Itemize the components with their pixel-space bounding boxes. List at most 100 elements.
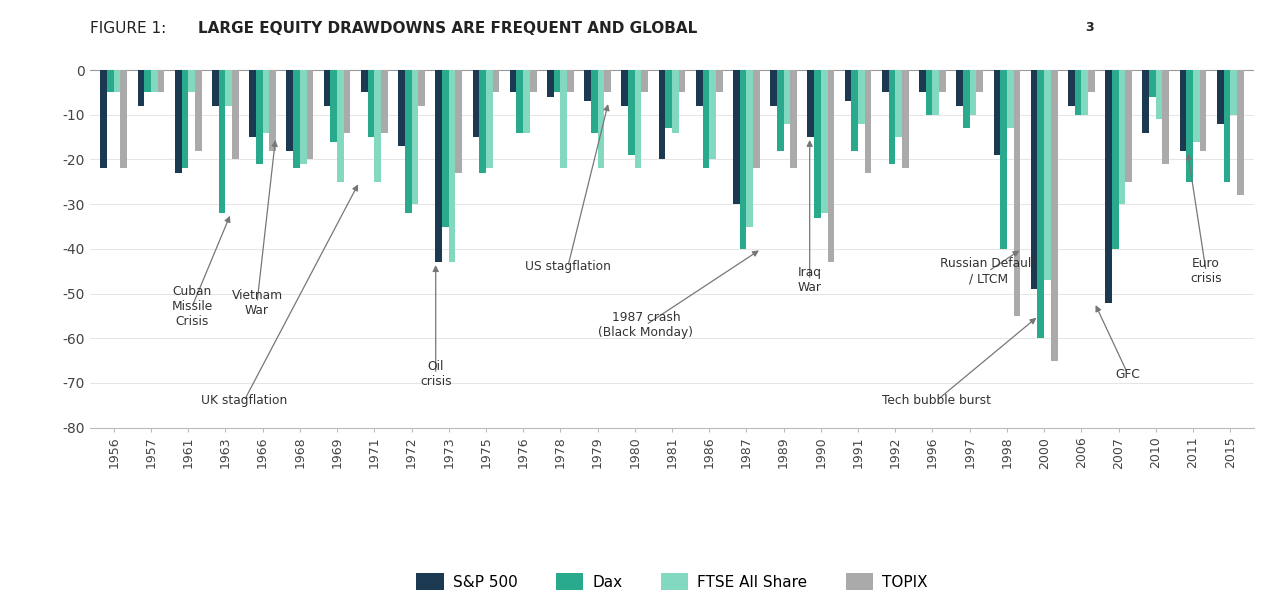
Bar — [1051, 70, 1057, 360]
Bar — [1236, 70, 1244, 196]
Bar — [1105, 70, 1112, 302]
Bar — [435, 70, 442, 262]
Bar — [269, 70, 276, 150]
Bar — [561, 70, 567, 169]
Bar — [919, 70, 925, 92]
Bar — [740, 70, 746, 249]
Bar — [1142, 70, 1149, 133]
Text: UK stagflation: UK stagflation — [201, 394, 287, 408]
Bar — [621, 70, 628, 106]
Bar — [472, 70, 479, 137]
Bar — [1125, 70, 1132, 182]
Bar — [1068, 70, 1075, 106]
Bar — [851, 70, 858, 150]
Bar — [398, 70, 404, 146]
Text: Russian Default
/ LTCM: Russian Default / LTCM — [941, 257, 1037, 285]
Bar — [1038, 70, 1044, 338]
Bar — [1199, 70, 1206, 150]
Bar — [509, 70, 516, 92]
Bar — [182, 70, 188, 169]
Bar — [814, 70, 820, 218]
Text: 1987 crash
(Black Monday): 1987 crash (Black Monday) — [599, 311, 694, 339]
Bar — [865, 70, 872, 173]
Bar — [138, 70, 145, 106]
Bar — [157, 70, 164, 92]
Bar — [1193, 70, 1199, 142]
Bar — [925, 70, 933, 115]
Bar — [232, 70, 239, 159]
Bar — [493, 70, 499, 92]
Bar — [746, 70, 753, 227]
Bar — [324, 70, 330, 106]
Bar — [486, 70, 493, 169]
Bar — [330, 70, 337, 142]
Bar — [783, 70, 790, 123]
Bar — [628, 70, 635, 155]
Bar — [956, 70, 963, 106]
Bar — [381, 70, 388, 133]
Bar — [895, 70, 902, 137]
Bar — [100, 70, 108, 169]
Bar — [367, 70, 374, 137]
Text: Cuban
Missile
Crisis: Cuban Missile Crisis — [172, 285, 212, 329]
Bar — [1007, 70, 1014, 128]
Bar — [1187, 70, 1193, 182]
Bar — [212, 70, 219, 106]
Bar — [306, 70, 314, 159]
Bar — [442, 70, 449, 227]
Bar — [1044, 70, 1051, 280]
Bar — [114, 70, 120, 92]
Bar — [1180, 70, 1187, 150]
Bar — [790, 70, 797, 169]
Bar — [547, 70, 554, 97]
Bar — [591, 70, 598, 133]
Bar — [293, 70, 300, 169]
Text: Iraq
War: Iraq War — [797, 266, 822, 294]
Bar — [567, 70, 573, 92]
Bar — [1217, 70, 1224, 123]
Bar — [963, 70, 970, 128]
Bar — [145, 70, 151, 92]
Bar — [1149, 70, 1156, 97]
Text: FIGURE 1:: FIGURE 1: — [90, 21, 170, 37]
Bar — [524, 70, 530, 133]
Bar — [419, 70, 425, 106]
Bar — [530, 70, 536, 92]
Text: 3: 3 — [1085, 21, 1094, 34]
Bar — [1230, 70, 1236, 115]
Bar — [151, 70, 157, 92]
Bar — [940, 70, 946, 92]
Bar — [641, 70, 648, 92]
Bar — [584, 70, 591, 101]
Bar — [828, 70, 835, 262]
Bar — [703, 70, 709, 169]
Bar — [516, 70, 524, 133]
Text: US stagflation: US stagflation — [525, 260, 611, 273]
Bar — [300, 70, 306, 164]
Bar — [604, 70, 611, 92]
Bar — [554, 70, 561, 92]
Bar — [666, 70, 672, 128]
Bar — [1082, 70, 1088, 115]
Bar — [108, 70, 114, 92]
Bar — [820, 70, 828, 213]
Bar — [250, 70, 256, 137]
Bar — [1112, 70, 1119, 249]
Bar — [1030, 70, 1038, 289]
Bar — [888, 70, 895, 164]
Bar — [262, 70, 269, 133]
Legend: S&P 500, Dax, FTSE All Share, TOPIX: S&P 500, Dax, FTSE All Share, TOPIX — [410, 567, 934, 596]
Bar — [777, 70, 783, 150]
Bar — [120, 70, 127, 169]
Bar — [456, 70, 462, 173]
Text: Tech bubble burst: Tech bubble burst — [882, 394, 991, 408]
Bar — [1088, 70, 1094, 92]
Bar — [845, 70, 851, 101]
Bar — [672, 70, 678, 133]
Bar — [977, 70, 983, 92]
Bar — [361, 70, 367, 92]
Bar — [188, 70, 195, 92]
Bar — [635, 70, 641, 169]
Bar — [993, 70, 1000, 155]
Bar — [411, 70, 419, 204]
